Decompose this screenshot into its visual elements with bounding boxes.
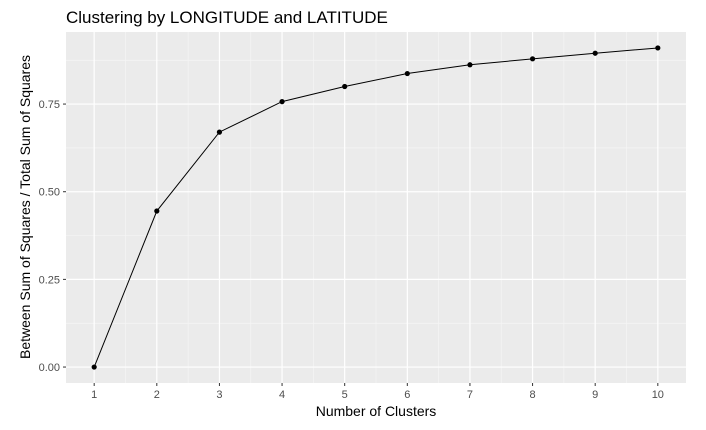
x-axis-title: Number of Clusters <box>316 403 437 419</box>
x-tick-label: 7 <box>467 389 473 401</box>
grid-major <box>66 32 686 383</box>
y-tick-label: 0.75 <box>39 99 60 111</box>
data-point <box>216 129 223 135</box>
y-axis-title: Between Sum of Squares / Total Sum of Sq… <box>17 55 33 359</box>
x-tick-label: 1 <box>91 389 97 401</box>
data-point <box>467 62 473 68</box>
x-tick-label: 8 <box>530 389 536 401</box>
y-tick-label: 0.25 <box>39 274 60 286</box>
grid-minor <box>66 32 686 383</box>
x-tick-label: 5 <box>342 389 348 401</box>
data-point <box>404 70 410 77</box>
x-tick-label: 6 <box>404 389 410 401</box>
x-tick-label: 3 <box>216 389 222 401</box>
x-tick-label: 4 <box>279 389 285 401</box>
series-points <box>91 45 661 370</box>
data-point <box>655 45 661 51</box>
x-tick-label: 2 <box>154 389 160 401</box>
data-point <box>592 50 598 56</box>
x-tick-label: 9 <box>592 389 598 401</box>
data-point <box>342 83 348 90</box>
data-point <box>154 208 160 214</box>
x-axis-ticks: 1 2 3 4 5 6 7 8 9 10 <box>91 383 664 401</box>
series-line <box>93 47 658 368</box>
chart-title: Clustering by LONGITUDE and LATITUDE <box>66 8 388 27</box>
data-point <box>279 99 285 105</box>
y-tick-label: 0.00 <box>39 362 60 374</box>
data-point <box>529 56 536 62</box>
data-point <box>91 364 97 370</box>
y-tick-label: 0.50 <box>39 187 60 199</box>
y-axis-ticks: 0.00 0.25 0.50 0.75 <box>39 99 66 374</box>
x-tick-label: 10 <box>652 389 664 401</box>
